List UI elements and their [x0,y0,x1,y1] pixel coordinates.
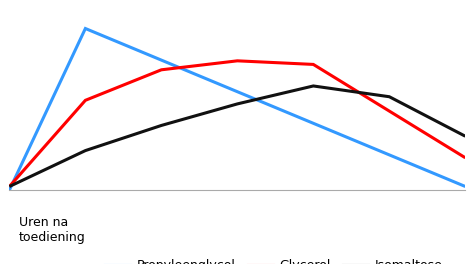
Propyleenglycol [7,188,12,192]
Glycerol [235,59,240,62]
Isomaltose [386,95,392,98]
Glycerol [7,185,12,188]
Line: Glycerol: Glycerol [9,61,465,186]
Glycerol [311,63,316,66]
Propyleenglycol [83,27,88,30]
Glycerol [158,68,164,71]
Isomaltose [158,124,164,127]
Glycerol [462,156,468,159]
Line: Propyleenglycol: Propyleenglycol [9,29,465,190]
Line: Isomaltose: Isomaltose [9,86,465,186]
Isomaltose [462,135,468,138]
Isomaltose [83,149,88,152]
Isomaltose [7,185,12,188]
Text: Uren na
toediening: Uren na toediening [19,216,86,244]
Glycerol [83,99,88,102]
Isomaltose [311,84,316,88]
Isomaltose [235,102,240,106]
Legend: Propyleenglycol, Glycerol, Isomaltose: Propyleenglycol, Glycerol, Isomaltose [101,254,447,264]
Propyleenglycol [462,185,468,188]
